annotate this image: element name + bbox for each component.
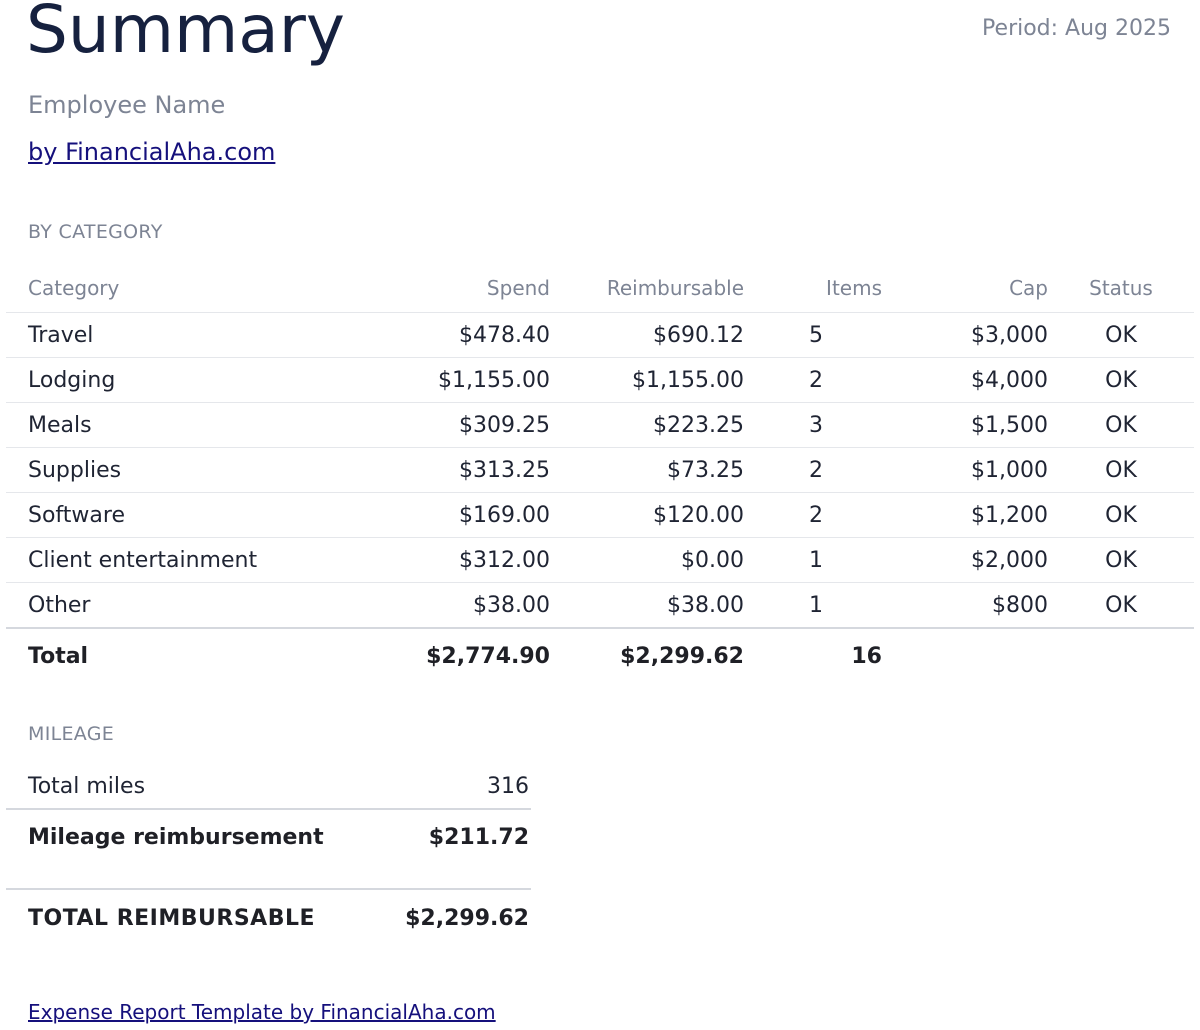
page-title: Summary xyxy=(26,0,345,68)
cell-status: OK xyxy=(1048,447,1194,493)
table-header-row: Category Spend Reimbursable Items Cap St… xyxy=(6,264,1194,313)
cell-category: Supplies xyxy=(6,447,312,493)
section-label-by-category: BY CATEGORY xyxy=(28,221,163,243)
grand-total-divider xyxy=(6,888,531,890)
employee-name: Employee Name xyxy=(28,91,226,119)
grand-total-table: TOTAL REIMBURSABLE $2,299.62 xyxy=(6,898,531,938)
mileage-reimbursement-value: $211.72 xyxy=(428,824,529,850)
cell-spend: $169.00 xyxy=(312,492,550,538)
footer-link[interactable]: Expense Report Template by FinancialAha.… xyxy=(28,1000,496,1024)
cell-cap: $3,000 xyxy=(882,312,1048,358)
cell-items: 1 xyxy=(809,592,823,618)
column-header-category: Category xyxy=(6,264,312,313)
period-label: Period: Aug 2025 xyxy=(982,16,1171,41)
category-table: Category Spend Reimbursable Items Cap St… xyxy=(6,264,1194,683)
cell-spend: $1,155.00 xyxy=(312,357,550,403)
cell-reimbursable: $223.25 xyxy=(550,402,744,448)
mileage-row-total-miles: Total miles 316 xyxy=(6,764,531,810)
cell-category: Software xyxy=(6,492,312,538)
cell-reimbursable: $1,155.00 xyxy=(550,357,744,403)
cell-status: OK xyxy=(1048,537,1194,583)
grand-total-label: TOTAL REIMBURSABLE xyxy=(28,905,316,931)
grand-total-value: $2,299.62 xyxy=(405,905,529,931)
section-label-mileage: MILEAGE xyxy=(28,723,115,745)
cell-reimbursable: $690.12 xyxy=(550,312,744,358)
cell-category: Client entertainment xyxy=(6,537,312,583)
total-label: Total xyxy=(28,643,89,669)
cell-status: OK xyxy=(1048,357,1194,403)
byline-link[interactable]: by FinancialAha.com xyxy=(28,138,276,166)
total-miles-value: 316 xyxy=(403,764,531,810)
table-total-row: Total $2,774.90 $2,299.62 16 xyxy=(6,628,1194,683)
mileage-table: Total miles 316 Mileage reimbursement $2… xyxy=(6,764,531,864)
cell-category: Meals xyxy=(6,402,312,448)
table-row: Client entertainment $312.00 $0.00 1 $2,… xyxy=(6,537,1194,583)
table-row: Supplies $313.25 $73.25 2 $1,000 OK xyxy=(6,447,1194,493)
cell-items: 2 xyxy=(809,457,823,483)
cell-category: Lodging xyxy=(6,357,312,403)
column-header-spend: Spend xyxy=(312,264,550,313)
cell-reimbursable: $0.00 xyxy=(550,537,744,583)
column-header-cap: Cap xyxy=(882,264,1048,313)
total-items: 16 xyxy=(851,643,882,669)
cell-cap: $800 xyxy=(882,582,1048,629)
cell-reimbursable: $38.00 xyxy=(550,582,744,629)
cell-items: 2 xyxy=(809,367,823,393)
total-miles-label: Total miles xyxy=(6,764,404,810)
table-row: Lodging $1,155.00 $1,155.00 2 $4,000 OK xyxy=(6,357,1194,403)
total-reimbursable: $2,299.62 xyxy=(620,643,744,669)
cell-items: 3 xyxy=(809,412,823,438)
table-row: Travel $478.40 $690.12 5 $3,000 OK xyxy=(6,312,1194,358)
cell-status: OK xyxy=(1048,402,1194,448)
cell-cap: $1,000 xyxy=(882,447,1048,493)
cell-cap: $1,500 xyxy=(882,402,1048,448)
cell-spend: $312.00 xyxy=(312,537,550,583)
cell-status: OK xyxy=(1048,492,1194,538)
mileage-row-reimbursement: Mileage reimbursement $211.72 xyxy=(6,809,531,864)
column-header-items: Items xyxy=(744,264,882,313)
cell-status: OK xyxy=(1048,582,1194,629)
cell-category: Travel xyxy=(6,312,312,358)
cell-items: 2 xyxy=(809,502,823,528)
column-header-reimbursable: Reimbursable xyxy=(550,264,744,313)
grand-total-row: TOTAL REIMBURSABLE $2,299.62 xyxy=(6,898,531,938)
cell-spend: $313.25 xyxy=(312,447,550,493)
table-row: Other $38.00 $38.00 1 $800 OK xyxy=(6,582,1194,629)
table-row: Meals $309.25 $223.25 3 $1,500 OK xyxy=(6,402,1194,448)
mileage-reimbursement-label: Mileage reimbursement xyxy=(28,824,324,850)
cell-category: Other xyxy=(6,582,312,629)
cell-items: 1 xyxy=(809,547,823,573)
column-header-status: Status xyxy=(1048,264,1194,313)
cell-spend: $478.40 xyxy=(312,312,550,358)
cell-cap: $2,000 xyxy=(882,537,1048,583)
cell-cap: $1,200 xyxy=(882,492,1048,538)
cell-status: OK xyxy=(1048,312,1194,358)
total-spend: $2,774.90 xyxy=(426,643,550,669)
cell-items: 5 xyxy=(809,322,823,348)
cell-spend: $309.25 xyxy=(312,402,550,448)
cell-reimbursable: $120.00 xyxy=(550,492,744,538)
cell-spend: $38.00 xyxy=(312,582,550,629)
table-row: Software $169.00 $120.00 2 $1,200 OK xyxy=(6,492,1194,538)
cell-reimbursable: $73.25 xyxy=(550,447,744,493)
cell-cap: $4,000 xyxy=(882,357,1048,403)
